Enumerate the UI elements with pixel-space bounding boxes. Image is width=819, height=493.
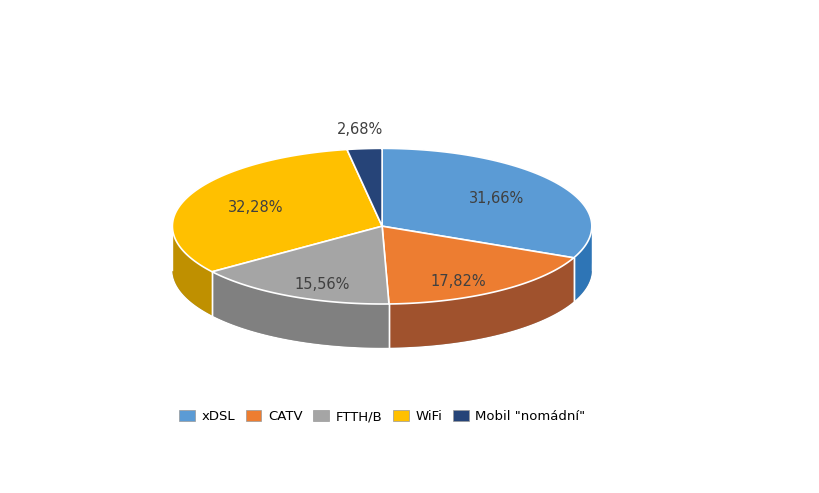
- Text: 2,68%: 2,68%: [337, 122, 382, 137]
- Polygon shape: [346, 148, 382, 193]
- Text: 32,28%: 32,28%: [228, 200, 283, 214]
- Polygon shape: [382, 148, 591, 270]
- Polygon shape: [382, 226, 573, 304]
- Polygon shape: [382, 148, 591, 258]
- Polygon shape: [212, 226, 388, 304]
- Polygon shape: [172, 192, 591, 348]
- Polygon shape: [172, 149, 346, 269]
- Polygon shape: [573, 226, 591, 301]
- Text: 17,82%: 17,82%: [430, 274, 486, 289]
- Polygon shape: [346, 148, 382, 226]
- Polygon shape: [212, 272, 388, 348]
- Legend: xDSL, CATV, FTTH/B, WiFi, Mobil "nomádní": xDSL, CATV, FTTH/B, WiFi, Mobil "nomádní…: [174, 404, 590, 428]
- Text: 15,56%: 15,56%: [294, 277, 350, 292]
- Polygon shape: [172, 149, 382, 272]
- Polygon shape: [388, 258, 573, 348]
- Polygon shape: [172, 226, 212, 316]
- Text: 31,66%: 31,66%: [468, 191, 523, 206]
